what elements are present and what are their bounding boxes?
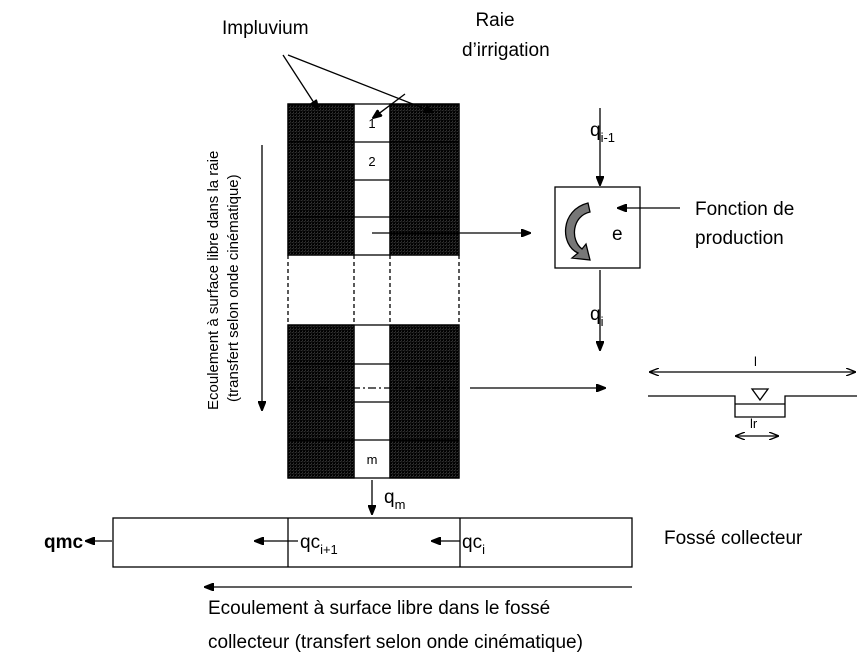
arrow bbox=[282, 54, 318, 109]
q-out-label: qi bbox=[590, 304, 604, 329]
cell-label: 1 bbox=[368, 116, 375, 131]
water-symbol bbox=[750, 388, 770, 402]
fosse-label: Fossé collecteur bbox=[664, 528, 803, 549]
qc-i-label: qci bbox=[462, 532, 485, 557]
qc-next-label: qci+1 bbox=[300, 532, 338, 557]
fonction-label: production bbox=[695, 228, 784, 249]
arrow bbox=[287, 54, 433, 112]
impluvium-label: Impluvium bbox=[222, 18, 309, 39]
collector-box bbox=[112, 517, 633, 568]
qmc-label: qmc bbox=[44, 532, 84, 553]
production-box bbox=[554, 186, 641, 269]
cell-label: m bbox=[367, 452, 378, 467]
lr-label: lr bbox=[750, 416, 758, 431]
grid-block bbox=[287, 103, 460, 479]
flow-raie-label: (transfert selon onde cinématique) bbox=[225, 174, 242, 402]
cell-label: 2 bbox=[368, 154, 375, 169]
arrow bbox=[373, 93, 406, 118]
q-m-label: qm bbox=[384, 487, 405, 512]
flow-fosse-label: collecteur (transfert selon onde cinémat… bbox=[208, 632, 583, 653]
q-in-label: qi-1 bbox=[590, 120, 615, 145]
e-label: e bbox=[612, 224, 623, 245]
raie-label: Raie bbox=[475, 10, 514, 31]
raie-label: d’irrigation bbox=[462, 40, 550, 61]
fonction-label: Fonction de bbox=[695, 199, 794, 220]
flow-fosse-label: Ecoulement à surface libre dans le fossé bbox=[208, 598, 550, 619]
curved-arrow bbox=[565, 202, 591, 261]
l-label: l bbox=[754, 354, 757, 369]
channel-profile bbox=[648, 395, 857, 418]
flow-raie-label: Ecoulement à surface libre dans la raie bbox=[205, 151, 222, 410]
